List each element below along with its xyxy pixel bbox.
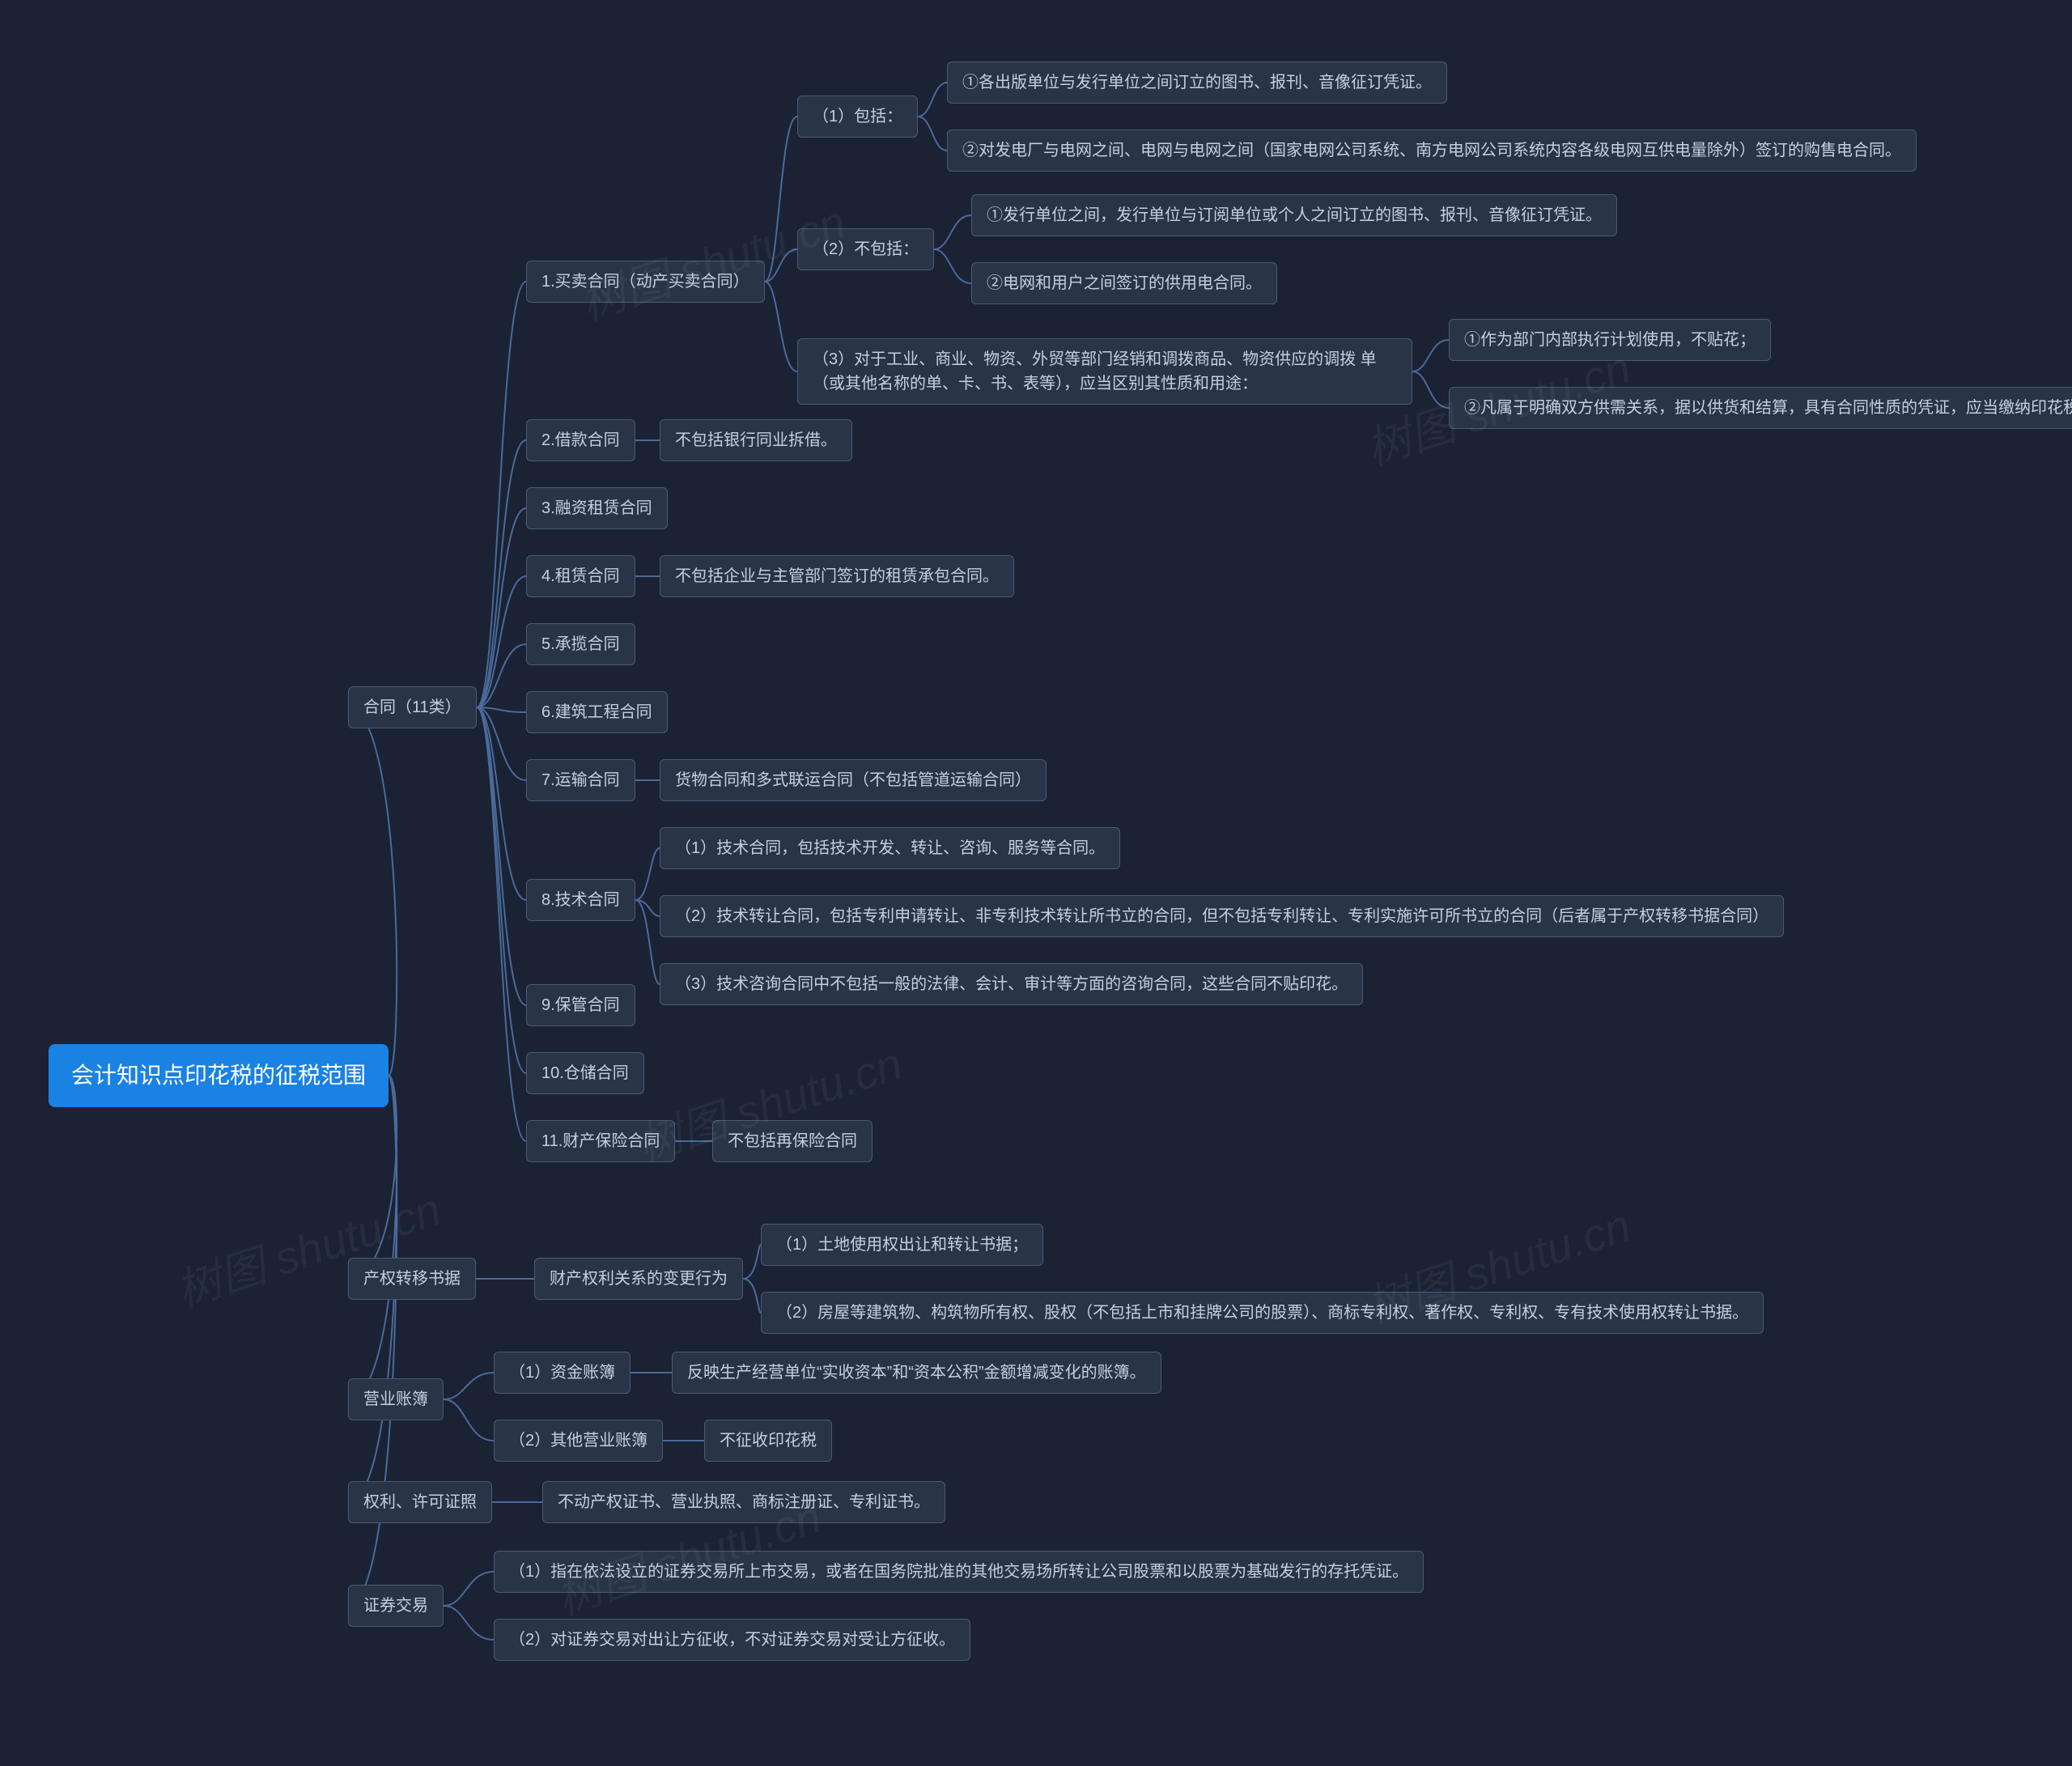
connector [348,707,397,1076]
connector [743,1279,761,1313]
mindmap-node-c1a2: ②对发电厂与电网之间、电网与电网之间（国家电网公司系统、南方电网公司系统内容各级… [947,129,1917,172]
mindmap-node-c7: 7.运输合同 [526,759,635,801]
mindmap-node-c11: 11.财产保险合同 [526,1120,675,1162]
connector [1412,371,1449,408]
mindmap-node-c1c: （3）对于工业、商业、物资、外贸等部门经销和调拨商品、物资供应的调拨 单（或其他… [797,338,1412,405]
mindmap-node-q1: 不动产权证书、营业执照、商标注册证、专利证书。 [542,1481,945,1523]
connector [477,644,526,707]
mindmap-node-c5: 5.承揽合同 [526,623,635,665]
connector [477,576,526,707]
mindmap-node-c8b: （2）技术转让合同，包括专利申请转让、非专利技术转让所书立的合同，但不包括专利转… [660,895,1784,937]
mindmap-node-y2a: 不征收印花税 [704,1420,832,1462]
connector [444,1572,494,1606]
mindmap-node-c4: 4.租赁合同 [526,555,635,597]
mindmap-node-p1b: （2）房屋等建筑物、构筑物所有权、股权（不包括上市和挂牌公司的股票）、商标专利权… [761,1292,1764,1334]
connector [477,508,526,707]
connector [348,1076,397,1399]
connector [477,707,526,900]
connector [348,1076,397,1606]
mindmap-node-c6: 6.建筑工程合同 [526,691,668,733]
mindmap-node-c11a: 不包括再保险合同 [712,1120,873,1162]
mindmap-node-z2: （2）对证券交易对出让方征收，不对证券交易对受让方征收。 [494,1619,970,1661]
mindmap-node-c10: 10.仓储合同 [526,1052,644,1094]
connector [635,900,660,916]
mindmap-node-y2: （2）其他营业账簿 [494,1420,663,1462]
mindmap-node-y1a: 反映生产经营单位“实收资本”和“资本公积”金额增减变化的账簿。 [672,1352,1161,1394]
mindmap-node-c2a: 不包括银行同业拆借。 [660,419,852,461]
mindmap-node-l1_2: 营业账簿 [348,1378,444,1420]
mindmap-node-l1_3: 权利、许可证照 [348,1481,492,1523]
connector [444,1373,494,1399]
mindmap-node-c8a: （1）技术合同，包括技术开发、转让、咨询、服务等合同。 [660,827,1120,869]
mindmap-node-l1_0: 合同（11类） [348,686,477,728]
mindmap-node-c8c: （3）技术咨询合同中不包括一般的法律、会计、审计等方面的咨询合同，这些合同不贴印… [660,963,1363,1005]
connector [765,249,797,282]
connector [934,249,971,283]
mindmap-node-c9: 9.保管合同 [526,984,635,1026]
mindmap-node-y1: （1）资金账簿 [494,1352,631,1394]
connector [477,282,526,707]
mindmap-node-c1b: （2）不包括： [797,228,934,270]
mindmap-node-c2: 2.借款合同 [526,419,635,461]
connector [444,1606,494,1640]
connector [635,848,660,900]
connector [477,707,526,1005]
connector [635,900,660,984]
mindmap-node-c1b2: ②电网和用户之间签订的供用电合同。 [971,262,1277,304]
connector [477,707,526,1141]
connector [743,1245,761,1279]
mindmap-node-c1c2: ②凡属于明确双方供需关系，据以供货和结算，具有合同性质的凭证，应当缴纳印花税。 [1449,387,2072,429]
connector [477,707,526,1073]
connector [477,440,526,707]
connector [477,707,526,712]
mindmap-node-c1a: （1）包括： [797,96,918,138]
connector [765,282,797,371]
mindmap-node-c1a1: ①各出版单位与发行单位之间订立的图书、报刊、音像征订凭证。 [947,62,1447,104]
connector [477,707,526,780]
mindmap-node-c4a: 不包括企业与主管部门签订的租赁承包合同。 [660,555,1014,597]
mindmap-node-l1_4: 证券交易 [348,1585,444,1627]
mindmap-node-c7a: 货物合同和多式联运合同（不包括管道运输合同） [660,759,1047,801]
connector [444,1399,494,1441]
mindmap-node-p1a: （1）土地使用权出让和转让书据； [761,1224,1043,1266]
mindmap-node-root: 会计知识点印花税的征税范围 [49,1044,388,1107]
mindmap-node-c3: 3.融资租赁合同 [526,487,668,529]
mindmap-node-p1: 财产权利关系的变更行为 [534,1258,743,1300]
connector [1412,340,1449,371]
mindmap-node-c8: 8.技术合同 [526,879,635,921]
connector [765,117,797,282]
mindmap-node-z1: （1）指在依法设立的证券交易所上市交易，或者在国务院批准的其他交易场所转让公司股… [494,1551,1424,1593]
connector [918,83,947,117]
mindmap-node-l1_1: 产权转移书据 [348,1258,476,1300]
mindmap-node-c1b1: ①发行单位之间，发行单位与订阅单位或个人之间订立的图书、报刊、音像征订凭证。 [971,194,1617,236]
connector [934,215,971,249]
mindmap-node-c1: 1.买卖合同（动产买卖合同） [526,261,765,303]
connector [918,117,947,151]
mindmap-node-c1c1: ①作为部门内部执行计划使用，不贴花； [1449,319,1771,361]
